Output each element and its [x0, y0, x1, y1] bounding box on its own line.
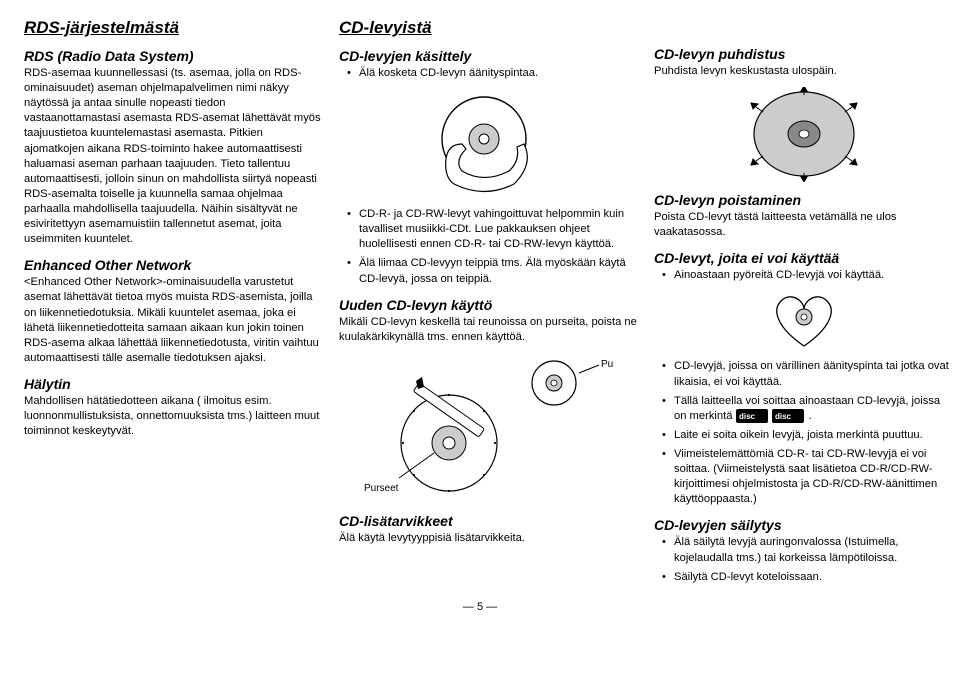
list-item: Älä kosketa CD-levyn äänityspintaa.	[351, 66, 639, 81]
column-2: CD-levyistä CD-levyjen käsittely Älä kos…	[339, 18, 639, 591]
col3-heading-remove: CD-levyn poistaminen	[654, 192, 954, 208]
col2-heading-accessories: CD-lisätarvikkeet	[339, 513, 639, 529]
col2-text-newdisc: Mikäli CD-levyn keskellä tai reunoissa o…	[339, 315, 639, 345]
column-3: CD-levyn puhdistus Puhdista levyn keskus…	[654, 18, 954, 591]
list-item: Älä liimaa CD-levyyn teippiä tms. Älä my…	[351, 256, 639, 286]
col3-heading-clean: CD-levyn puhdistus	[654, 46, 954, 62]
list-item: Viimeistelemättömiä CD-R- tai CD-RW-levy…	[666, 447, 954, 507]
burr-label-1: Purseet	[601, 359, 614, 370]
cd-logo-text: Tällä laitteella voi soittaa ainoastaan …	[674, 395, 940, 422]
burr-label-2: Purseet	[364, 483, 399, 494]
col1-text-alarm: Mahdollisen hätätiedotteen aikana ( ilmo…	[24, 394, 324, 439]
figure-disc-hand	[339, 89, 639, 199]
col1-heading-eon: Enhanced Other Network	[24, 257, 324, 273]
column-1: RDS-järjestelmästä RDS (Radio Data Syste…	[24, 18, 324, 591]
col1-text-rds: RDS-asemaa kuunnellessasi (ts. asemaa, j…	[24, 66, 324, 247]
col3-heading-unusable: CD-levyt, joita ei voi käyttää	[654, 250, 954, 266]
col3-heading-storage: CD-levyjen säilytys	[654, 517, 954, 533]
col3-text-clean: Puhdista levyn keskustasta ulospäin.	[654, 64, 954, 79]
col1-title: RDS-järjestelmästä	[24, 18, 324, 38]
list-item: Laite ei soita oikein levyjä, joista mer…	[666, 428, 954, 443]
cd-logo-icon: disc disc	[736, 409, 806, 423]
svg-text:disc: disc	[739, 412, 756, 421]
page-number: — 5 —	[24, 601, 936, 613]
col2-title: CD-levyistä	[339, 18, 639, 38]
list-item: CD-R- ja CD-RW-levyt vahingoittuvat help…	[351, 207, 639, 252]
col3-list-unusable1: Ainoastaan pyöreitä CD-levyjä voi käyttä…	[654, 268, 954, 283]
svg-text:disc: disc	[775, 412, 792, 421]
col2-list-handling2: CD-R- ja CD-RW-levyt vahingoittuvat help…	[339, 207, 639, 287]
col1-heading-alarm: Hälytin	[24, 376, 324, 392]
col2-list-handling: Älä kosketa CD-levyn äänityspintaa.	[339, 66, 639, 81]
figure-clean	[654, 87, 954, 182]
list-item: Ainoastaan pyöreitä CD-levyjä voi käyttä…	[666, 268, 954, 283]
col3-text-remove: Poista CD-levyt tästä laitteesta vetämäl…	[654, 210, 954, 240]
list-item: Tällä laitteella voi soittaa ainoastaan …	[666, 394, 954, 424]
col1-text-eon: <Enhanced Other Network>-ominaisuudella …	[24, 275, 324, 366]
figure-heart-disc	[654, 291, 954, 351]
col2-text-accessories: Älä käytä levytyyppisiä lisätarvikkeita.	[339, 531, 639, 546]
col1-heading-rds: RDS (Radio Data System)	[24, 48, 324, 64]
list-item: Säilytä CD-levyt koteloissaan.	[666, 570, 954, 585]
col2-heading-handling: CD-levyjen käsittely	[339, 48, 639, 64]
col3-list-storage: Älä säilytä levyjä auringonvalossa (Istu…	[654, 535, 954, 584]
col3-list-unusable2: CD-levyjä, joissa on värillinen äänitysp…	[654, 359, 954, 507]
list-item: CD-levyjä, joissa on värillinen äänitysp…	[666, 359, 954, 389]
page-number-value: 5	[477, 601, 483, 613]
heart-disc-icon	[769, 291, 839, 351]
col2-heading-newdisc: Uuden CD-levyn käyttö	[339, 297, 639, 313]
figure-burrs: Purseet Purseet	[339, 353, 639, 503]
list-item: Älä säilytä levyjä auringonvalossa (Istu…	[666, 535, 954, 565]
clean-disc-icon	[747, 87, 862, 182]
burrs-icon: Purseet Purseet	[364, 353, 614, 503]
page-grid: RDS-järjestelmästä RDS (Radio Data Syste…	[24, 18, 936, 591]
disc-hand-icon	[424, 89, 554, 199]
